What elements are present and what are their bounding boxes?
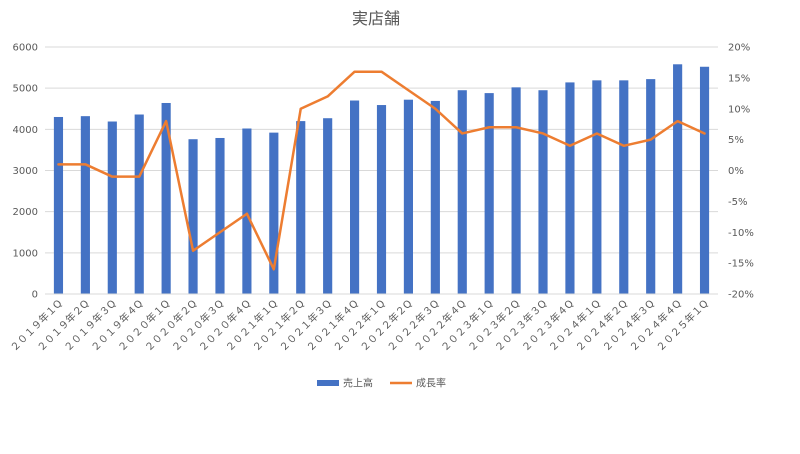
- left-tick-label: 1000: [13, 248, 38, 259]
- bar: [592, 80, 602, 294]
- bar-series: [53, 64, 710, 295]
- right-tick-label: -15%: [728, 259, 754, 270]
- legend-label-growth: 成長率: [416, 377, 446, 390]
- bar: [53, 116, 64, 294]
- right-tick-label: 10%: [728, 104, 750, 115]
- bar: [457, 90, 467, 294]
- right-tick-label: 5%: [728, 135, 744, 146]
- line-series: [57, 70, 706, 271]
- bar: [80, 116, 90, 294]
- bar: [484, 93, 494, 295]
- chart-title: 実店舗: [352, 9, 400, 28]
- bar: [242, 128, 252, 294]
- bar: [538, 90, 548, 294]
- bar: [699, 66, 710, 294]
- right-tick-label: -5%: [728, 197, 747, 208]
- bar: [107, 121, 117, 295]
- left-tick-label: 2000: [13, 207, 38, 218]
- x-axis: ２０１９年１Q２０１９年２Q２０１９年３Q２０１９年４Q２０２０年１Q２０２０年…: [7, 293, 718, 354]
- right-tick-label: -20%: [728, 290, 754, 301]
- bar: [269, 132, 279, 294]
- left-tick-label: 5000: [13, 84, 38, 95]
- right-tick-label: 20%: [728, 43, 750, 54]
- left-tick-label: 0: [32, 290, 38, 301]
- right-tick-label: 15%: [728, 73, 750, 84]
- bar: [134, 114, 144, 294]
- bar: [296, 121, 306, 294]
- bar: [161, 102, 171, 294]
- right-tick-label: 0%: [728, 166, 744, 177]
- left-axis: 0 1000 2000 3000 4000 5000 6000: [13, 43, 38, 301]
- bar: [188, 139, 198, 294]
- bar: [619, 80, 629, 294]
- bar: [215, 137, 225, 294]
- bar: [323, 118, 333, 295]
- bar: [403, 99, 413, 295]
- bar: [565, 82, 575, 294]
- bar: [350, 100, 360, 295]
- legend: 売上高 成長率: [317, 377, 446, 390]
- legend-bar-swatch: [317, 380, 339, 386]
- bar: [376, 105, 387, 294]
- right-axis: -20% -15% -10% -5% 0% 5% 10% 15% 20%: [728, 43, 754, 301]
- right-tick-label: -10%: [728, 228, 754, 239]
- left-tick-label: 6000: [13, 43, 38, 54]
- left-tick-label: 4000: [13, 125, 38, 136]
- growth-rate-line: [57, 70, 706, 271]
- bar: [511, 87, 521, 295]
- bar: [430, 100, 440, 294]
- bar: [673, 64, 683, 294]
- bar: [646, 79, 656, 294]
- left-tick-label: 3000: [13, 166, 38, 177]
- legend-label-sales: 売上高: [343, 377, 373, 390]
